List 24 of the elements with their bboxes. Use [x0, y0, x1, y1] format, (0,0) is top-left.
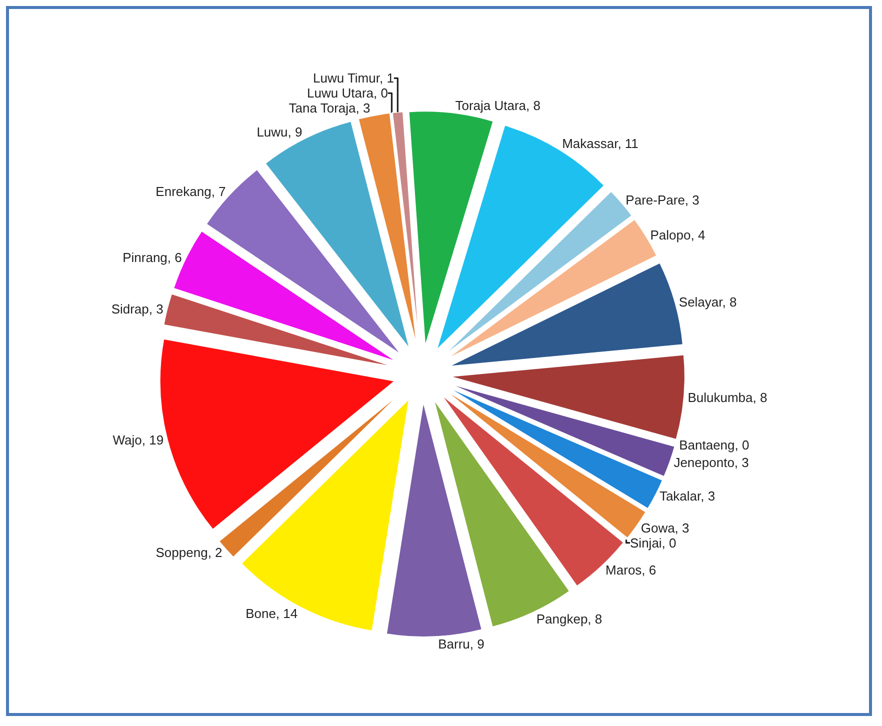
- slice-label: Pangkep, 8: [536, 611, 602, 626]
- slice-label: Bulukumba, 8: [688, 390, 768, 406]
- slice-label: Palopo, 4: [650, 227, 706, 242]
- category-label: Sinjai, 0: [630, 535, 676, 550]
- slice-label: Soppeng, 2: [156, 545, 222, 560]
- category-label: Bantaeng, 0: [679, 438, 750, 453]
- slice-label: Toraja Utara, 8: [455, 98, 540, 113]
- slice-label: Sidrap, 3: [111, 301, 164, 316]
- slice-label: Pare-Pare, 3: [626, 192, 700, 208]
- slice-label: Makassar, 11: [562, 136, 638, 152]
- slice-label: Enrekang, 7: [156, 184, 226, 199]
- slice-label: Takalar, 3: [659, 488, 716, 504]
- slice-label: Wajo, 19: [112, 432, 164, 448]
- slice-label: Maros, 6: [606, 562, 656, 578]
- slice-label: Tana Toraja, 3: [288, 100, 370, 116]
- slice-label: Pinrang, 6: [122, 250, 182, 265]
- slice-label: Bone, 14: [246, 606, 298, 622]
- slice-label: Barru, 9: [438, 636, 484, 652]
- slice-label: Luwu, 9: [256, 124, 302, 140]
- slice-label: Selayar, 8: [678, 294, 737, 310]
- slice-label: Luwu Timur, 1: [313, 70, 394, 86]
- slice-label: Gowa, 3: [640, 520, 690, 536]
- category-label: Luwu Utara, 0: [307, 86, 388, 101]
- slice-label: Jeneponto, 3: [674, 455, 749, 470]
